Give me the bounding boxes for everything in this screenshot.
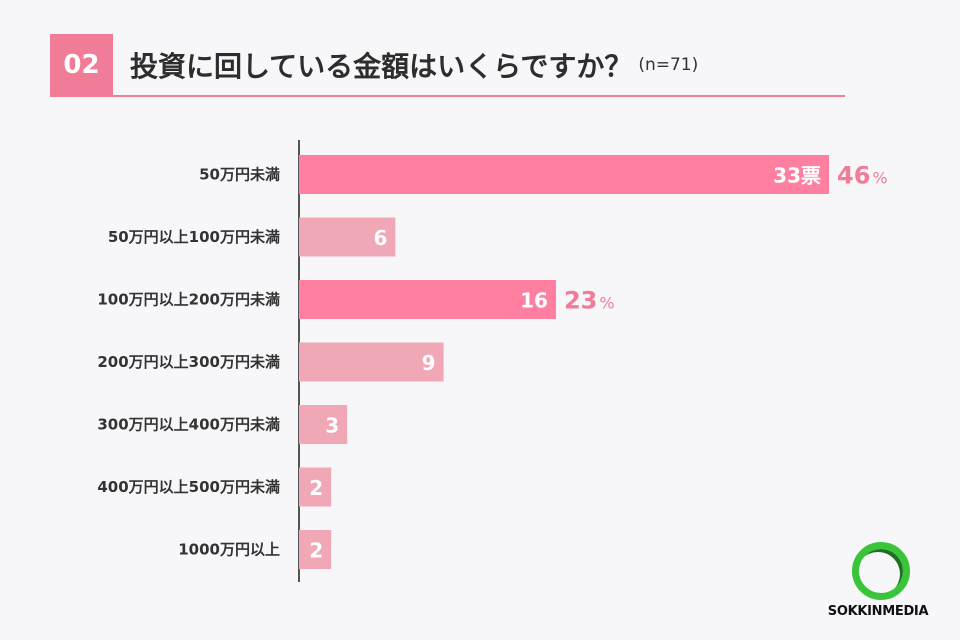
category-label-6: 1000万円以上 bbox=[178, 541, 280, 559]
value-label-4: 3 bbox=[325, 414, 339, 438]
bar-1 bbox=[299, 217, 396, 257]
bar-6 bbox=[299, 530, 332, 569]
category-label-4: 300万円以上400万円未満 bbox=[97, 416, 280, 434]
bar-3 bbox=[299, 342, 444, 382]
question-title: 投資に回している金額はいくらですか？ (n=71) bbox=[130, 34, 698, 96]
question-text: 投資に回している金額はいくらですか？ bbox=[130, 50, 633, 83]
question-number-badge: 02 bbox=[50, 34, 113, 96]
value-label-1: 6 bbox=[373, 226, 387, 250]
category-label-5: 400万円以上500万円未満 bbox=[97, 478, 280, 496]
bar-2 bbox=[299, 280, 556, 319]
logo-ring-icon bbox=[852, 542, 910, 600]
question-header: 02 投資に回している金額はいくらですか？ (n=71) bbox=[50, 34, 845, 97]
value-label-6: 2 bbox=[309, 539, 323, 563]
value-label-2: 16 bbox=[520, 289, 548, 313]
percent-label-2: 23% bbox=[564, 287, 615, 315]
sample-size: (n=71) bbox=[638, 55, 699, 75]
percent-label-0: 46% bbox=[837, 162, 888, 190]
bar-5 bbox=[299, 467, 332, 507]
header-underline bbox=[50, 95, 845, 97]
logo-text: SOKKINMEDIA bbox=[827, 604, 929, 619]
value-label-0: 33票 bbox=[773, 164, 821, 188]
bar-0 bbox=[299, 155, 829, 194]
value-label-5: 2 bbox=[309, 476, 323, 500]
category-label-1: 50万円以上100万円未満 bbox=[108, 228, 280, 246]
sokkin-media-logo: SOKKINMEDIA bbox=[826, 540, 930, 630]
category-label-2: 100万円以上200万円未満 bbox=[97, 291, 280, 309]
bar-4 bbox=[299, 405, 348, 444]
category-label-3: 200万円以上300万円未満 bbox=[97, 353, 280, 371]
value-label-3: 9 bbox=[422, 351, 436, 375]
category-label-0: 50万円未満 bbox=[199, 166, 280, 184]
